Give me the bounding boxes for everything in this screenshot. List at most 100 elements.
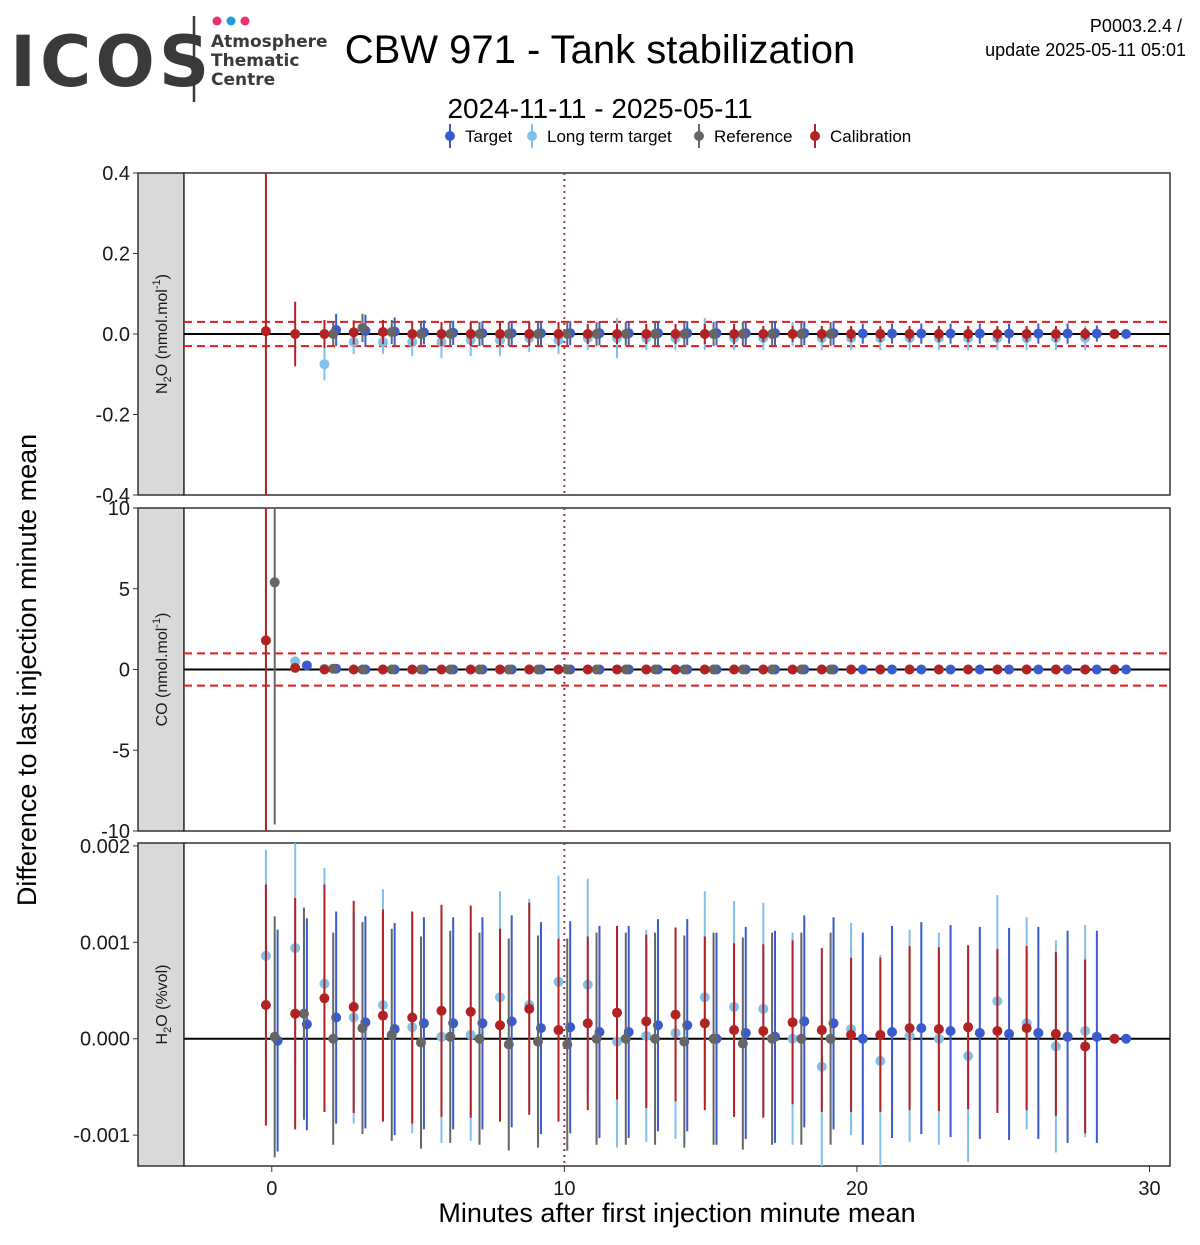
data-point: [933, 1024, 944, 1035]
data-point: [1033, 1027, 1044, 1038]
data-point: [319, 664, 330, 675]
data-point: [591, 329, 602, 339]
data-point: [591, 1033, 602, 1044]
data-point: [620, 1033, 631, 1044]
data-point: [386, 326, 397, 337]
data-point: [1004, 664, 1015, 675]
data-point: [1021, 664, 1032, 675]
data-point: [328, 663, 339, 674]
data-point: [407, 1012, 418, 1023]
data-point: [963, 664, 974, 675]
data-point: [465, 664, 476, 675]
data-point: [796, 1033, 807, 1044]
data-point: [767, 664, 778, 675]
logo-line-1: Atmosphere: [211, 32, 328, 52]
data-point: [533, 664, 544, 675]
legend-label: Calibration: [830, 127, 911, 146]
data-point: [857, 664, 868, 675]
x-tick-label: 10: [553, 1178, 575, 1200]
data-point: [620, 329, 631, 339]
y-tick-label: -0.001: [73, 1125, 130, 1147]
data-point: [933, 664, 944, 675]
data-point: [260, 635, 271, 646]
data-point: [533, 329, 544, 339]
data-point: [348, 1001, 359, 1012]
data-point: [1033, 664, 1044, 675]
data-point: [787, 329, 798, 339]
data-point: [992, 664, 1003, 675]
data-point: [290, 1008, 301, 1019]
y-tick-label: 0.000: [80, 1029, 130, 1051]
data-point: [474, 664, 485, 675]
data-point: [737, 329, 748, 339]
data-point: [553, 664, 564, 675]
data-point: [1062, 1031, 1073, 1042]
data-point: [767, 329, 778, 339]
data-point: [904, 1023, 915, 1034]
logo-dot-1: [212, 16, 222, 26]
logo-dot-2: [226, 16, 236, 26]
data-point: [916, 664, 927, 675]
y-tick-label: 5: [119, 579, 130, 601]
data-point: [474, 1033, 485, 1044]
data-point: [328, 1033, 339, 1044]
facet-panel: H2O (%vol) 0.002 0.001 0.000 -0.001: [73, 836, 1171, 1167]
data-point: [699, 664, 710, 675]
data-point: [357, 322, 368, 333]
data-point: [825, 1033, 836, 1044]
data-point: [729, 664, 740, 675]
data-point: [758, 1026, 769, 1037]
data-point: [708, 664, 719, 675]
data-point: [816, 664, 827, 675]
data-point: [503, 329, 514, 339]
data-point: [348, 327, 359, 338]
data-point: [887, 1026, 898, 1037]
facet-label: H2O (%vol): [154, 965, 174, 1045]
data-point: [1080, 664, 1091, 675]
y-tick-label: 0.001: [80, 932, 130, 954]
data-point: [319, 329, 330, 339]
data-point: [963, 1022, 974, 1033]
logo-line-2: Thematic: [211, 51, 299, 71]
data-point: [974, 1027, 985, 1038]
y-tick-label: 0: [119, 660, 130, 682]
data-point: [846, 329, 857, 339]
data-point: [524, 329, 535, 339]
data-point: [857, 1033, 868, 1044]
data-point: [301, 660, 312, 671]
data-point: [269, 1031, 280, 1042]
update-label: update 2025-05-11 05:01: [985, 40, 1186, 60]
data-point: [992, 1026, 1003, 1037]
data-point: [787, 664, 798, 675]
data-point: [796, 329, 807, 339]
data-point: [357, 1023, 368, 1034]
data-point: [887, 664, 898, 675]
legend: Target Long term target Reference Calibrati…: [445, 124, 911, 148]
data-point: [290, 329, 301, 339]
data-point: [796, 664, 807, 675]
data-point: [582, 329, 593, 339]
data-point: [1062, 328, 1073, 339]
data-point: [875, 664, 886, 675]
data-point: [670, 664, 681, 675]
data-point: [445, 664, 456, 675]
chart-subtitle: 2024-11-11 - 2025-05-11: [447, 93, 752, 124]
data-point: [415, 1037, 426, 1048]
data-point: [524, 664, 535, 675]
data-point: [875, 329, 886, 339]
data-point: [494, 329, 505, 339]
data-point: [816, 329, 827, 339]
data-point: [436, 329, 447, 339]
data-point: [612, 329, 623, 339]
y-tick-label: 0.2: [102, 244, 130, 266]
data-point: [436, 1005, 447, 1016]
chart-title: CBW 971 - Tank stabilization: [345, 28, 856, 72]
data-point: [533, 1036, 544, 1047]
data-point: [670, 1009, 681, 1020]
data-point: [328, 329, 339, 339]
x-axis-label: Minutes after first injection minute mea…: [438, 1198, 915, 1228]
x-tick-label: 0: [266, 1178, 277, 1200]
legend-key-point: [445, 131, 455, 141]
data-point: [1033, 328, 1044, 339]
data-point: [933, 329, 944, 339]
